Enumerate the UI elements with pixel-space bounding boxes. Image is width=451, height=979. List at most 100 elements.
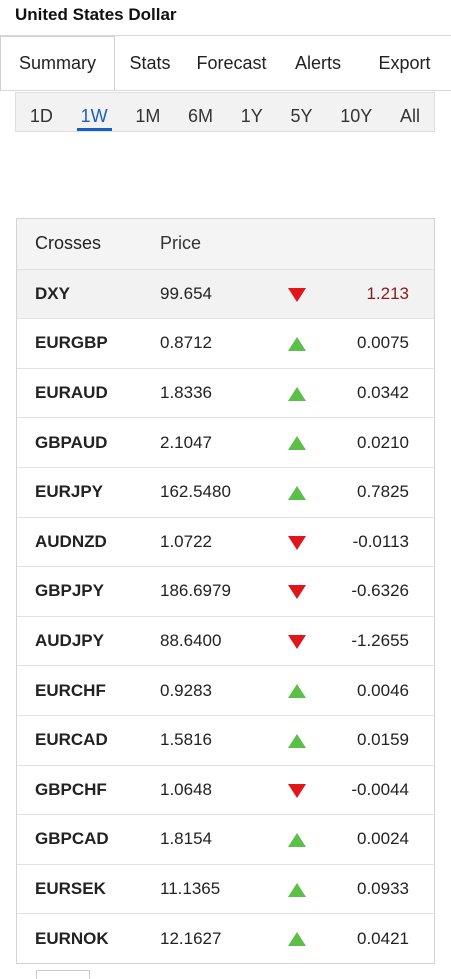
cross-name: EURCHF [35,680,106,700]
price: 12.1627 [160,928,222,948]
trend-arrow [288,634,306,649]
change: -0.0044 [351,779,409,799]
price: 186.6979 [160,581,231,601]
cross-name: GBPJPY [35,581,104,601]
tab[interactable]: Summary [0,36,115,90]
period-option[interactable]: 1D [29,106,53,126]
table-row[interactable]: AUDNZD 1.0722 -0.0113 [17,516,434,567]
arrow-shape [288,882,306,897]
price: 1.8336 [160,383,212,403]
trend-arrow [288,436,306,451]
table-header: Crosses Price [17,219,434,269]
table-row[interactable]: GBPCAD 1.8154 0.0024 [17,814,434,864]
table-row[interactable]: DXY 99.654 1.213 [17,268,434,319]
table-row[interactable]: GBPJPY 186.6979 -0.6326 [17,566,434,616]
change: 0.0159 [357,730,409,750]
price: 11.1365 [160,879,221,899]
price: 1.0722 [160,531,212,551]
period-option[interactable]: 10Y [340,106,373,126]
change: 0.0046 [357,680,409,700]
title-bar [0,0,451,36]
period-bar: 1D 1W 1M 6M 1Y 5Y 10Y All [15,92,435,132]
tab[interactable]: Alerts [294,52,341,73]
price: 88.6400 [160,631,222,651]
change: 0.0210 [357,432,409,452]
cross-name: EURSEK [35,879,106,899]
trend-arrow [288,684,306,699]
price: 0.8712 [160,333,212,353]
change: -0.6326 [351,581,409,601]
tab[interactable]: Stats [129,52,171,73]
trend-arrow [288,585,306,600]
arrow-shape [288,436,306,451]
page-title: United States Dollar [15,5,177,24]
arrow-shape [288,535,306,550]
table-row[interactable]: AUDJPY 88.6400 -1.2655 [17,615,434,666]
change: 1.213 [366,283,409,303]
period-option[interactable]: 1Y [240,106,263,126]
arrow-shape [288,684,306,699]
cross-name: EURNOK [35,928,109,948]
change: 0.0342 [357,383,409,403]
table-row[interactable]: GBPAUD 2.1047 0.0210 [17,417,434,467]
price: 1.8154 [160,829,212,849]
price: 99.654 [160,283,212,303]
cross-name: EURCAD [35,730,108,750]
arrow-shape [288,833,306,848]
table-row[interactable]: EURSEK 11.1365 0.0933 [17,863,434,914]
trend-arrow [288,337,306,352]
price: 1.5816 [160,730,212,750]
tab[interactable]: Forecast [196,52,267,73]
trend-arrow [288,535,306,550]
tab-bar: Summary Stats Forecast Alerts Export [0,36,451,91]
tab[interactable]: Export [378,52,431,73]
cross-name: EURJPY [35,482,104,502]
price: 0.9283 [160,680,212,700]
cross-name: AUDNZD [35,531,107,551]
table-row[interactable]: EURCAD 1.5816 0.0159 [17,714,434,765]
arrow-shape [288,287,306,302]
price: 1.0648 [160,779,212,799]
arrow-shape [288,932,306,947]
arrow-shape [288,386,306,401]
change: -0.0113 [352,531,409,551]
crosses-table: Crosses Price DXY 99.654 1.213 EURGBP 0.8712 0.… [16,218,435,964]
change: 0.0024 [357,829,409,849]
table-row[interactable]: EURAUD 1.8336 0.0342 [17,367,434,418]
cross-name: DXY [35,283,70,303]
change: 0.0421 [357,928,409,948]
table-row[interactable]: EURJPY 162.5480 0.7825 [17,466,434,517]
cross-name: GBPAUD [35,432,108,452]
arrow-shape [288,783,306,798]
footer-stub [36,970,90,979]
trend-arrow [288,287,306,302]
table-row[interactable]: EURNOK 12.1627 0.0421 [17,913,434,963]
trend-arrow [288,932,306,947]
table-row[interactable]: EURCHF 0.9283 0.0046 [17,665,434,715]
cross-name: GBPCHF [35,779,107,799]
price: 162.5480 [160,482,231,502]
cross-name: AUDJPY [35,631,104,651]
trend-arrow [288,485,306,500]
arrow-shape [288,733,306,748]
change: -1.2655 [351,631,409,651]
arrow-shape [288,485,306,500]
period-option[interactable]: 6M [188,106,214,126]
column-header: Price [160,233,202,254]
trend-arrow [288,733,306,748]
trend-arrow [288,386,306,401]
period-option[interactable]: 5Y [290,106,313,126]
cross-name: EURAUD [35,383,108,403]
period-option[interactable]: All [400,106,421,126]
table-row[interactable]: EURGBP 0.8712 0.0075 [17,318,434,368]
change: 0.7825 [357,482,409,502]
period-option[interactable]: 1M [135,106,161,126]
arrow-shape [288,337,306,352]
period-option[interactable]: 1W [76,93,112,131]
trend-arrow [288,833,306,848]
column-header: Crosses [35,233,102,254]
table-row[interactable]: GBPCHF 1.0648 -0.0044 [17,764,434,815]
trend-arrow [288,783,306,798]
cross-name: EURGBP [35,333,108,353]
